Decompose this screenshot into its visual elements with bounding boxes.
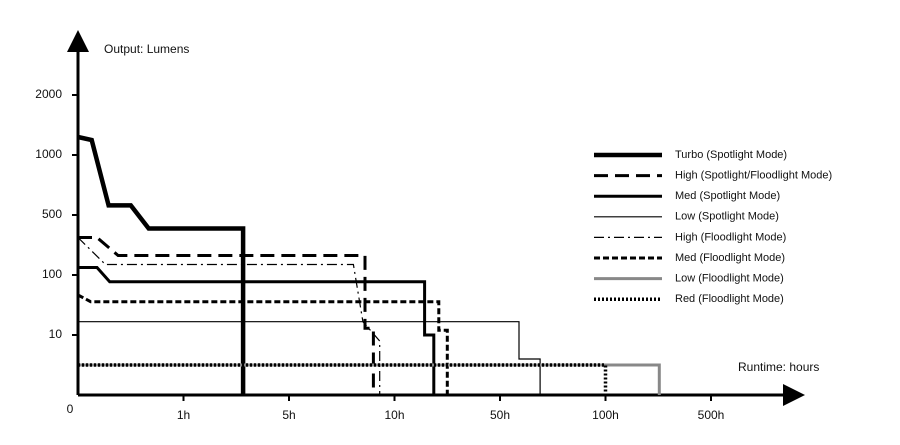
legend-label: Turbo (Spotlight Mode) <box>675 149 787 161</box>
legend-label: High (Spotlight/Floodlight Mode) <box>675 170 832 182</box>
legend-label: Red (Floodlight Mode) <box>675 293 784 305</box>
series-line <box>77 134 246 395</box>
series-line <box>77 237 381 395</box>
axes <box>67 30 805 406</box>
x-tick-label: 5h <box>282 408 295 422</box>
x-axis-label: Runtime: hours <box>738 360 819 374</box>
legend-label: Med (Floodlight Mode) <box>675 252 785 264</box>
series-line <box>78 266 436 395</box>
y-tick-label: 2000 <box>35 87 62 101</box>
y-arrow <box>67 30 89 52</box>
x-arrow <box>783 384 805 406</box>
x-tick-label: 1h <box>177 408 190 422</box>
y-tick-label: 500 <box>42 207 62 221</box>
y-tick-label: 1000 <box>35 147 62 161</box>
x-tick-label: 50h <box>490 408 510 422</box>
y-tick-label: 10 <box>49 327 63 341</box>
legend-label: Low (Floodlight Mode) <box>675 273 784 285</box>
series-line <box>78 321 541 395</box>
x-tick-label: 500h <box>698 408 725 422</box>
legend-label: Low (Spotlight Mode) <box>675 211 779 223</box>
x-tick-label: 100h <box>592 408 619 422</box>
series-line <box>77 293 449 395</box>
x-tick-label: 10h <box>384 408 404 422</box>
legend-label: Med (Spotlight Mode) <box>675 190 780 202</box>
y-axis-label: Output: Lumens <box>104 42 189 56</box>
x-tick-label: 0 <box>67 402 74 416</box>
legend-label: High (Floodlight Mode) <box>675 231 786 243</box>
y-tick-label: 100 <box>42 267 62 281</box>
